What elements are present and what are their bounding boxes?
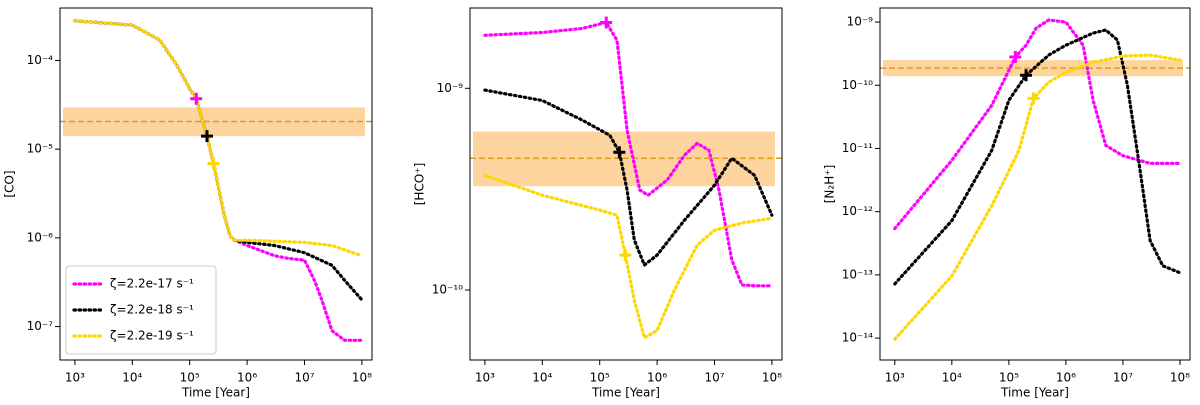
y-axis-label: [CO] — [3, 170, 17, 197]
y-tick-label: 10⁻⁹ — [437, 81, 464, 95]
y-tick-label: 10⁻⁶ — [27, 230, 54, 244]
legend-label: ζ=2.2e-17 s⁻¹ — [110, 277, 194, 291]
x-tick-label: 10³ — [885, 371, 905, 385]
x-tick-label: 10⁶ — [647, 371, 667, 385]
series-line — [893, 18, 1182, 231]
x-tick-label: 10⁷ — [1113, 371, 1133, 385]
y-tick-label: 10⁻¹¹ — [842, 141, 873, 155]
axes-frame — [469, 7, 783, 361]
y-axis-label: [HCO⁺] — [413, 163, 427, 206]
x-tick-label: 10³ — [475, 371, 495, 385]
x-tick-label: 10⁸ — [1170, 371, 1190, 385]
legend-box — [65, 265, 217, 355]
x-tick-label: 10⁸ — [352, 371, 372, 385]
x-tick-label: 10⁵ — [999, 371, 1019, 385]
series-line — [73, 19, 364, 302]
x-tick-label: 10³ — [65, 371, 85, 385]
y-tick-label: 10⁻¹² — [842, 204, 873, 218]
y-tick-label: 10⁻¹³ — [842, 267, 873, 281]
x-tick-label: 10⁷ — [294, 371, 314, 385]
y-axis-label: [N₂H⁺] — [823, 165, 837, 204]
series-line — [73, 19, 364, 258]
y-tick-label: 10⁻⁷ — [27, 319, 54, 333]
x-tick-label: 10⁴ — [942, 371, 962, 385]
legend-label: ζ=2.2e-19 s⁻¹ — [110, 329, 194, 343]
y-tick-label: 10⁻¹⁰ — [432, 283, 463, 297]
series-line — [483, 20, 774, 288]
marker-plus — [619, 249, 632, 262]
axes-frame — [59, 7, 373, 361]
marker-plus — [207, 157, 220, 170]
x-tick-label: 10⁴ — [532, 371, 552, 385]
x-tick-label: 10⁸ — [762, 371, 782, 385]
marker-plus — [190, 92, 203, 105]
x-tick-label: 10⁶ — [237, 371, 257, 385]
marker-plus — [200, 130, 213, 143]
series-line — [483, 173, 774, 341]
x-tick-label: 10⁴ — [122, 371, 142, 385]
x-tick-label: 10⁷ — [704, 371, 724, 385]
y-tick-label: 10⁻⁴ — [27, 53, 54, 67]
series-line — [893, 53, 1182, 341]
marker-plus — [1020, 69, 1033, 82]
y-tick-label: 10⁻⁵ — [27, 142, 54, 156]
x-axis-label: Time [Year] — [1000, 386, 1069, 400]
x-axis-label: Time [Year] — [181, 386, 250, 400]
legend-label: ζ=2.2e-18 s⁻¹ — [110, 303, 194, 317]
x-tick-label: 10⁵ — [590, 371, 610, 385]
x-axis-label: Time [Year] — [591, 386, 660, 400]
marker-plus — [600, 16, 613, 29]
marker-plus — [1009, 51, 1022, 64]
y-tick-label: 10⁻¹⁴ — [842, 331, 873, 345]
x-tick-label: 10⁵ — [180, 371, 200, 385]
marker-plus — [1027, 92, 1040, 105]
x-tick-label: 10⁶ — [1056, 371, 1076, 385]
marker-plus — [613, 146, 626, 159]
y-tick-label: 10⁻¹⁰ — [842, 78, 873, 92]
axes-frame — [879, 7, 1191, 361]
series-line — [893, 28, 1182, 286]
series-line — [483, 88, 774, 268]
y-tick-label: 10⁻⁹ — [847, 15, 874, 29]
